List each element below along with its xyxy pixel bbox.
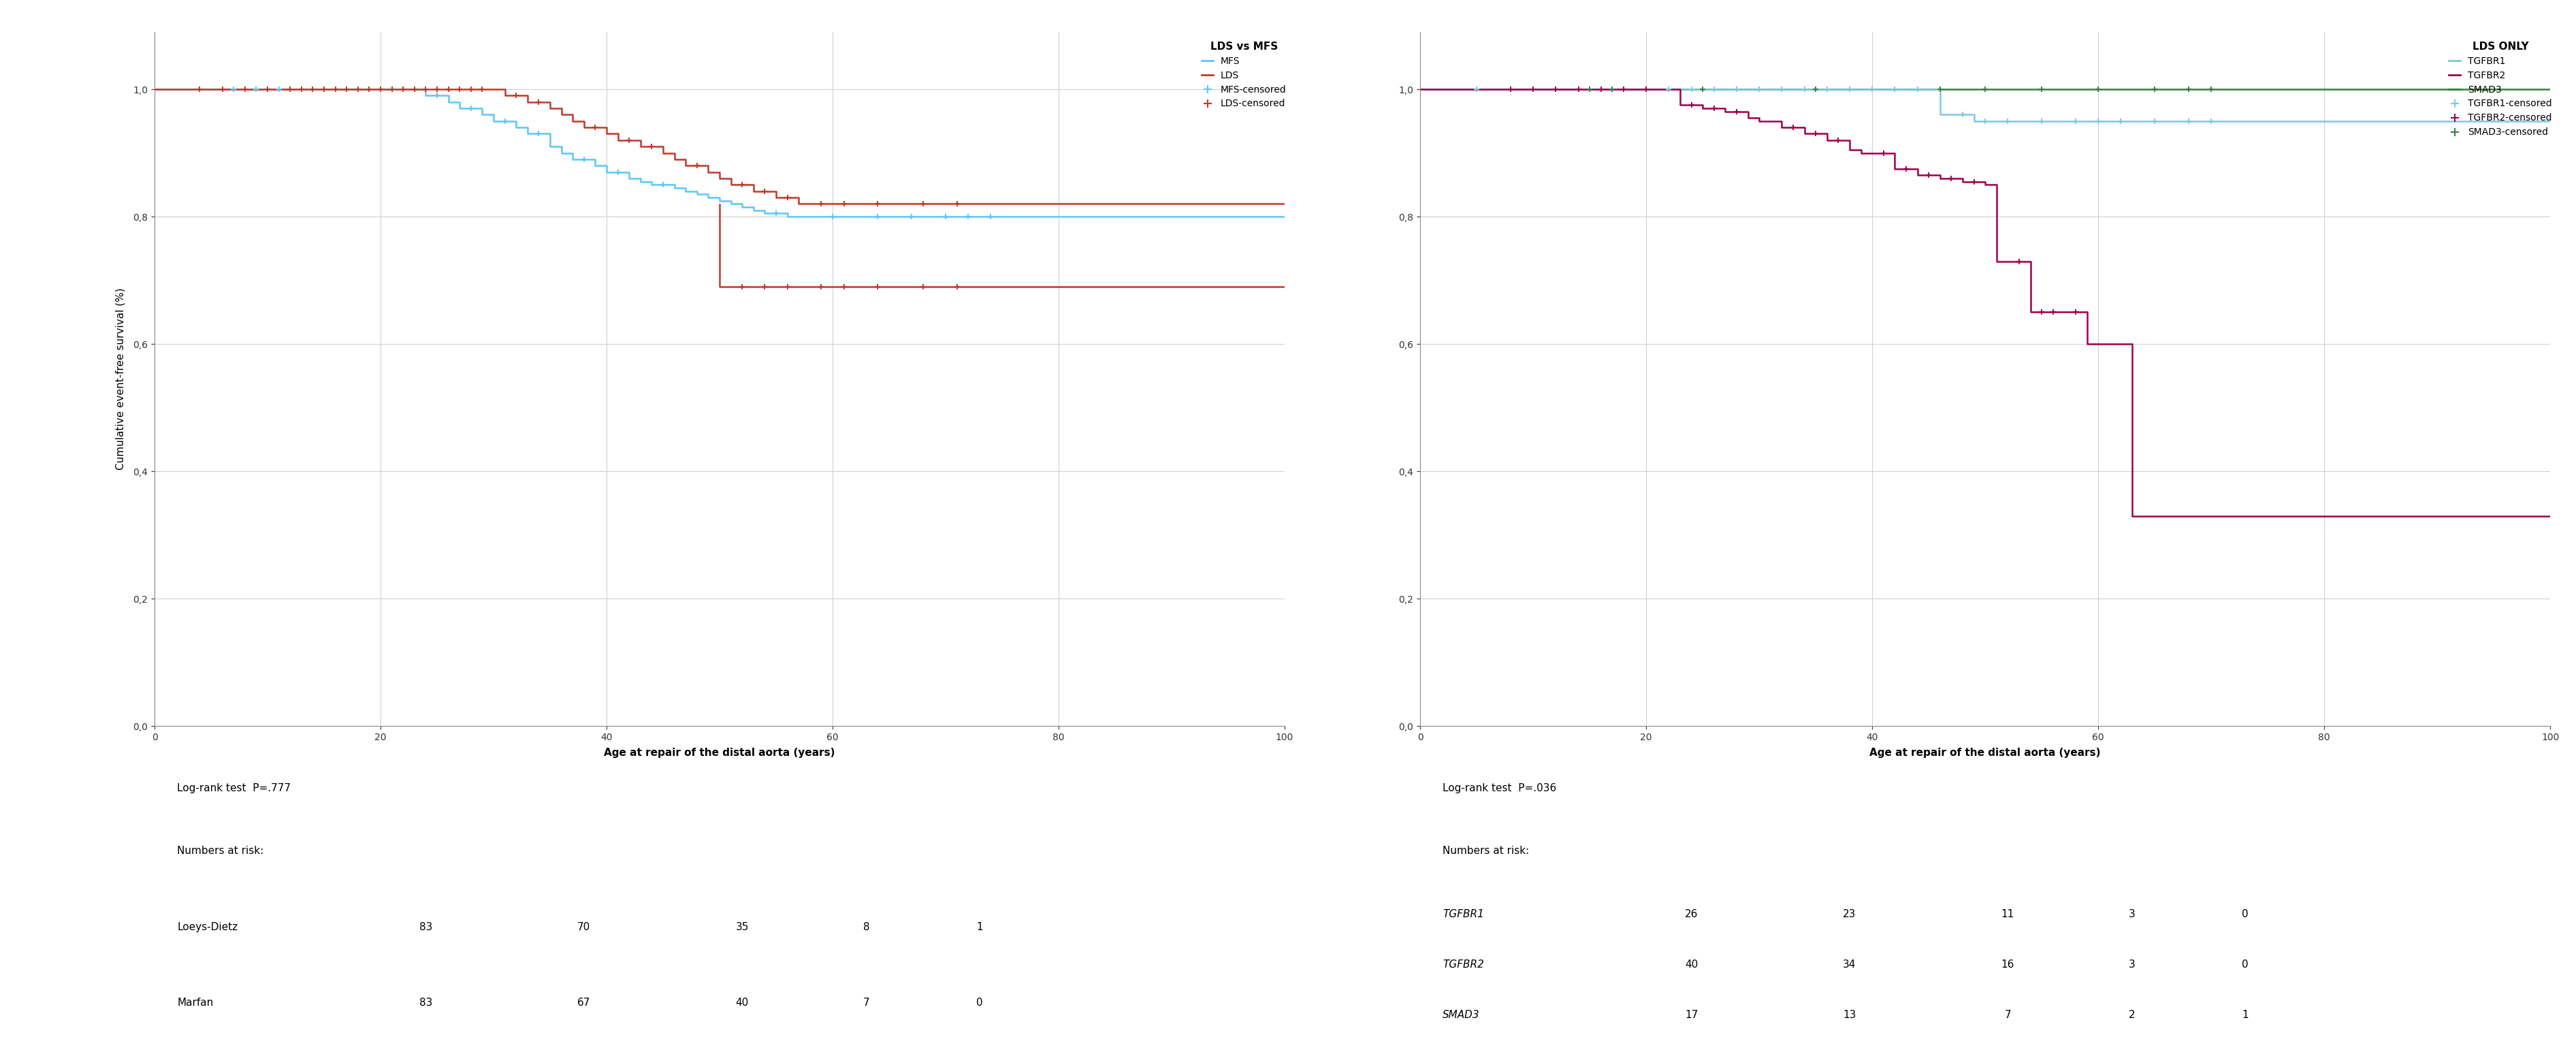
Text: 0: 0 [2241, 960, 2249, 969]
Text: Marfan: Marfan [178, 997, 214, 1008]
Text: 40: 40 [1685, 960, 1698, 969]
X-axis label: Age at repair of the distal aorta (years): Age at repair of the distal aorta (years… [1870, 748, 2102, 758]
Text: 3: 3 [2128, 960, 2136, 969]
Text: TGFBR1: TGFBR1 [1443, 909, 1484, 919]
Text: Loeys-Dietz: Loeys-Dietz [178, 922, 237, 932]
Legend: TGFBR1, TGFBR2, SMAD3, TGFBR1-censored, TGFBR2-censored, SMAD3-censored: TGFBR1, TGFBR2, SMAD3, TGFBR1-censored, … [2445, 36, 2558, 141]
Legend: MFS, LDS, MFS-censored, LDS-censored: MFS, LDS, MFS-censored, LDS-censored [1198, 36, 1291, 114]
Text: SMAD3: SMAD3 [1443, 1010, 1481, 1020]
Text: Numbers at risk:: Numbers at risk: [1443, 846, 1530, 857]
Text: 2: 2 [2128, 1010, 2136, 1020]
Text: Log-rank test  P=.036: Log-rank test P=.036 [1443, 783, 1556, 793]
Text: 1: 1 [2241, 1010, 2249, 1020]
Text: 16: 16 [2002, 960, 2014, 969]
Text: 26: 26 [1685, 909, 1698, 919]
Text: 40: 40 [737, 997, 750, 1008]
Text: 83: 83 [420, 997, 433, 1008]
Text: 35: 35 [737, 922, 750, 932]
Text: 7: 7 [863, 997, 871, 1008]
Text: TGFBR2: TGFBR2 [1443, 960, 1484, 969]
Text: 34: 34 [1842, 960, 1857, 969]
Text: Log-rank test  P=.777: Log-rank test P=.777 [178, 783, 291, 793]
Y-axis label: Cumulative event-free survival (%): Cumulative event-free survival (%) [116, 288, 126, 470]
Text: 67: 67 [577, 997, 590, 1008]
Text: 70: 70 [577, 922, 590, 932]
Text: 8: 8 [863, 922, 871, 932]
Text: 0: 0 [976, 997, 984, 1008]
Text: 3: 3 [2128, 909, 2136, 919]
Text: 17: 17 [1685, 1010, 1698, 1020]
X-axis label: Age at repair of the distal aorta (years): Age at repair of the distal aorta (years… [603, 748, 835, 758]
Text: 0: 0 [2241, 909, 2249, 919]
Text: 1: 1 [976, 922, 984, 932]
Text: 11: 11 [2002, 909, 2014, 919]
Text: Numbers at risk:: Numbers at risk: [178, 846, 263, 857]
Text: 83: 83 [420, 922, 433, 932]
Text: 13: 13 [1842, 1010, 1857, 1020]
Text: 7: 7 [2004, 1010, 2012, 1020]
Text: 23: 23 [1842, 909, 1857, 919]
